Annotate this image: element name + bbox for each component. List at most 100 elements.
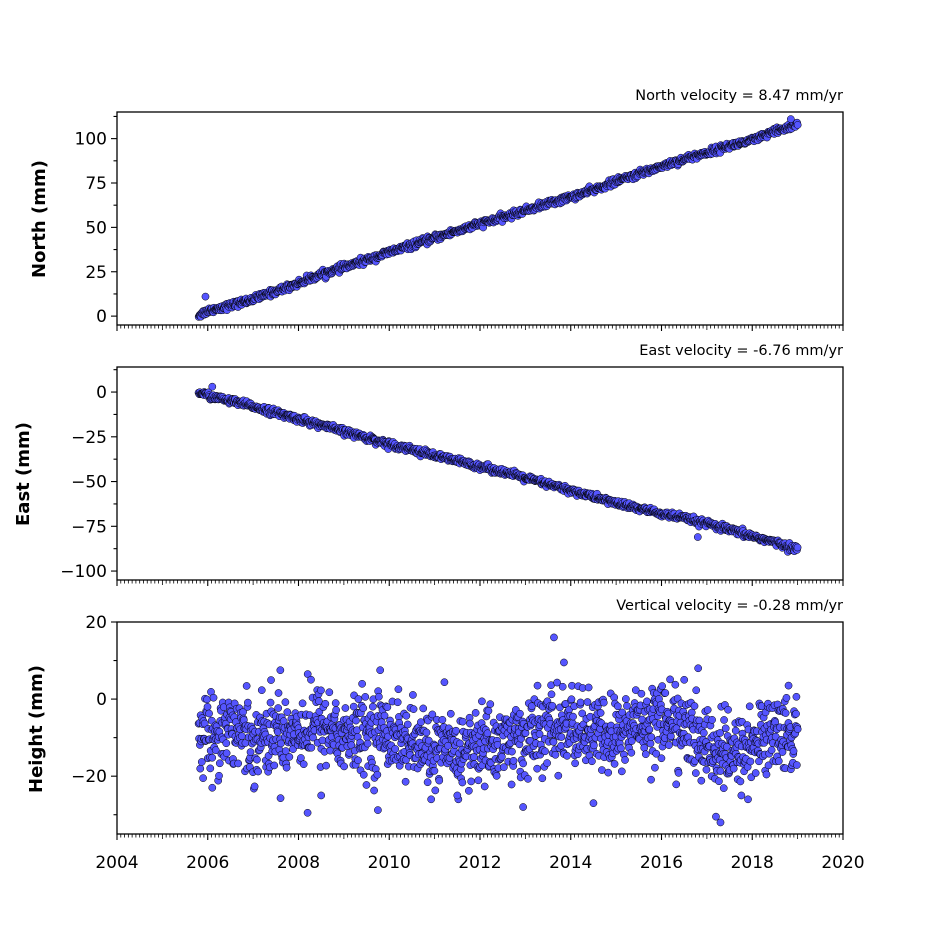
north-panel: North velocity = 8.47 mm/yr North (mm) 0… xyxy=(29,88,844,331)
height-axis-label: Height (mm) xyxy=(26,665,47,793)
data-point xyxy=(307,675,315,684)
x-tick-label: 2004 xyxy=(95,853,138,873)
data-point xyxy=(604,768,613,777)
data-point xyxy=(661,689,670,697)
data-point xyxy=(576,698,585,707)
data-point xyxy=(438,715,447,724)
east-axis-label: East (mm) xyxy=(13,422,34,526)
data-point xyxy=(277,739,285,748)
data-point xyxy=(516,709,524,718)
data-point xyxy=(588,757,596,766)
data-point xyxy=(325,688,334,697)
data-point xyxy=(744,795,752,804)
data-point xyxy=(724,705,732,714)
north-y-ticks: 0 25 50 75 100 xyxy=(75,115,117,327)
data-point xyxy=(452,726,460,735)
data-point xyxy=(621,756,629,764)
data-point xyxy=(646,739,655,748)
y-tick-label: −50 xyxy=(71,473,107,493)
data-point xyxy=(507,780,516,789)
data-point xyxy=(674,769,683,777)
outlier-point xyxy=(208,382,217,391)
y-tick-label: −25 xyxy=(71,428,107,448)
y-tick-label: −20 xyxy=(71,767,107,787)
data-point xyxy=(793,725,802,734)
data-point xyxy=(422,728,431,737)
data-point xyxy=(358,679,366,688)
data-point xyxy=(409,705,418,713)
north-x-ticks xyxy=(116,325,844,331)
data-point xyxy=(458,778,467,787)
data-point xyxy=(359,770,368,779)
data-point xyxy=(419,704,428,713)
data-point xyxy=(257,686,266,695)
x-tick-label: 2012 xyxy=(458,853,501,873)
data-point xyxy=(498,752,506,761)
data-point xyxy=(737,791,746,800)
data-point xyxy=(440,678,449,687)
data-point xyxy=(617,767,626,776)
data-point xyxy=(554,771,563,780)
y-tick-label: −75 xyxy=(71,517,107,537)
north-axis-label: North (mm) xyxy=(29,160,50,278)
data-point xyxy=(567,695,576,704)
data-point xyxy=(435,776,444,785)
data-point xyxy=(547,690,556,699)
data-point xyxy=(276,794,285,803)
outlier-point xyxy=(550,633,558,642)
data-point xyxy=(254,767,262,776)
y-tick-label: 50 xyxy=(85,218,107,238)
data-point xyxy=(274,689,283,697)
data-point xyxy=(431,786,440,795)
outlier-point xyxy=(208,783,217,792)
data-point xyxy=(492,772,501,780)
height-panel: Vertical velocity = -0.28 mm/yr Height (… xyxy=(26,598,865,873)
x-tick-label: 2014 xyxy=(549,853,592,873)
data-point xyxy=(430,766,439,775)
data-point xyxy=(690,702,699,710)
data-point xyxy=(697,776,706,785)
data-point xyxy=(423,778,432,787)
data-point xyxy=(402,711,411,720)
data-point xyxy=(486,700,495,708)
data-point xyxy=(792,761,801,769)
data-point xyxy=(196,764,205,773)
data-point xyxy=(341,704,350,712)
outlier-point xyxy=(303,808,312,817)
data-point xyxy=(222,749,231,758)
data-point xyxy=(614,702,622,711)
data-point xyxy=(557,741,566,750)
data-point xyxy=(793,543,802,552)
data-point xyxy=(751,769,760,777)
data-point xyxy=(509,756,518,765)
data-point xyxy=(215,771,223,780)
data-point xyxy=(715,777,723,786)
vertical-velocity-title: Vertical velocity = -0.28 mm/yr xyxy=(616,598,843,614)
data-point xyxy=(315,697,323,706)
data-point xyxy=(403,720,412,729)
data-point xyxy=(767,746,776,754)
outlier-point xyxy=(276,666,285,675)
outlier-point xyxy=(784,681,793,690)
x-tick-label: 2016 xyxy=(640,853,683,873)
data-point xyxy=(781,709,790,717)
outlier-point xyxy=(376,666,385,675)
data-point xyxy=(274,704,283,712)
data-point xyxy=(458,717,467,726)
data-point xyxy=(541,747,549,756)
data-point xyxy=(331,699,340,707)
height-x-ticks: 2004 2006 2008 2010 2012 2014 2016 2018 2020 xyxy=(95,834,865,873)
data-point xyxy=(584,683,593,692)
data-point xyxy=(299,760,308,769)
outlier-point xyxy=(693,533,702,541)
data-point xyxy=(322,761,330,770)
data-point xyxy=(557,733,566,741)
data-point xyxy=(720,716,728,724)
outlier-point xyxy=(374,806,382,814)
data-point xyxy=(702,765,711,774)
data-point xyxy=(409,691,417,699)
data-point xyxy=(467,777,476,786)
data-point xyxy=(480,782,489,791)
east-points xyxy=(194,382,802,556)
data-point xyxy=(266,698,275,707)
